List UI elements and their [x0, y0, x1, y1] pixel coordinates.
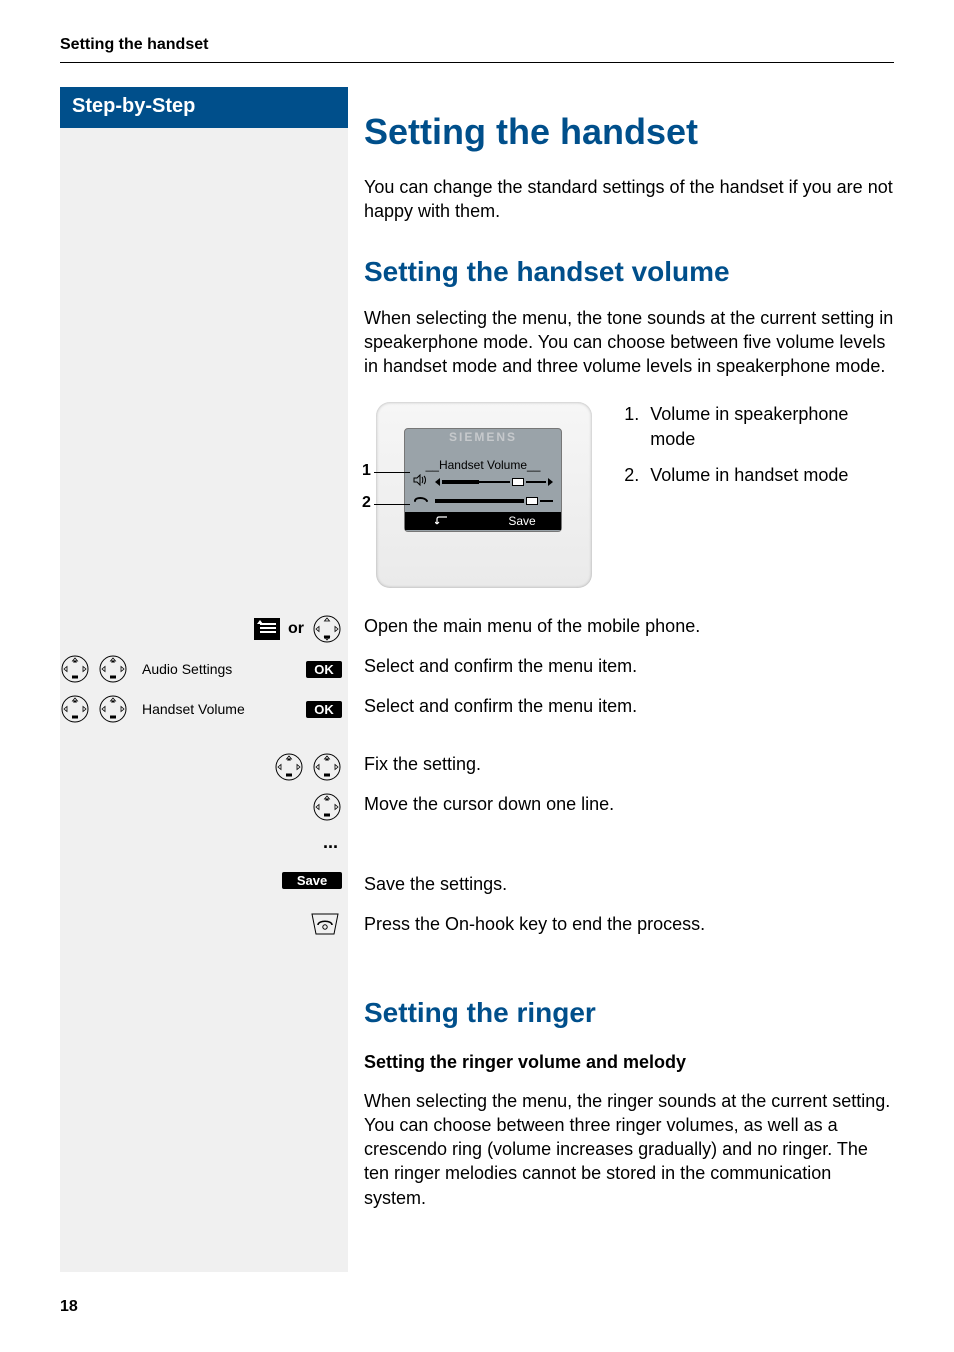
page-number: 18: [60, 1298, 78, 1316]
or-label: or: [288, 620, 304, 638]
audio-settings-label: Audio Settings: [136, 661, 298, 677]
step-save: Save the settings.: [348, 872, 894, 896]
ringer-subheading: Setting the ringer volume and melody: [364, 1050, 894, 1074]
sidebar-header: Step-by-Step: [60, 87, 348, 128]
screen-title: __Handset Volume__: [405, 458, 561, 472]
step-select-audio: Select and confirm the menu item.: [348, 654, 894, 678]
sidebar: Step-by-Step: [60, 87, 348, 588]
back-softkey: [405, 512, 483, 530]
nav-key-icon: [312, 614, 342, 644]
ringer-intro-text: When selecting the menu, the ringer soun…: [364, 1089, 894, 1210]
nav-key-icon: [60, 654, 90, 684]
nav-key-icon: [60, 694, 90, 724]
nav-key-icon: [312, 752, 342, 782]
page-title: Setting the handset: [364, 111, 894, 153]
step-cursor-down: Move the cursor down one line.: [348, 792, 894, 816]
onhook-key-icon: [308, 912, 342, 936]
callout-2: 2: [362, 494, 371, 512]
nav-key-icon: [312, 792, 342, 822]
ellipsis: ...: [323, 832, 342, 853]
save-pill: Save: [282, 872, 342, 889]
nav-key-icon: [98, 694, 128, 724]
save-softkey: Save: [483, 512, 561, 530]
handset-illustration: SIEMENS __Handset Volume__: [364, 402, 592, 588]
nav-key-icon: [274, 752, 304, 782]
softkey-bar: Save: [405, 512, 561, 530]
handset-screen: SIEMENS __Handset Volume__: [404, 428, 562, 532]
main-content: Setting the handset You can change the s…: [348, 87, 894, 588]
step-select-volume: Select and confirm the menu item.: [348, 694, 894, 718]
callout-1: 1: [362, 462, 371, 480]
section-volume-heading: Setting the handset volume: [364, 256, 894, 288]
speaker-icon: [413, 474, 429, 489]
section-ringer-heading: Setting the ringer: [364, 994, 894, 1032]
speaker-volume-row: [405, 472, 561, 491]
running-head: Setting the handset: [60, 36, 894, 63]
legend-item-1: Volume in speakerphone mode: [644, 402, 894, 451]
brand-label: SIEMENS: [405, 429, 561, 444]
step-fix-setting: Fix the setting.: [348, 752, 894, 776]
nav-key-icon: [98, 654, 128, 684]
handset-icon: [413, 493, 429, 508]
handset-volume-label: Handset Volume: [136, 701, 298, 717]
step-onhook: Press the On-hook key to end the process…: [348, 912, 894, 936]
ok-pill: OK: [306, 701, 342, 718]
figure-legend: Volume in speakerphone mode Volume in ha…: [624, 402, 894, 499]
ok-pill: OK: [306, 661, 342, 678]
step-open-menu: Open the main menu of the mobile phone.: [348, 614, 894, 638]
menu-icon: [254, 618, 280, 640]
volume-intro-text: When selecting the menu, the tone sounds…: [364, 306, 894, 379]
intro-text: You can change the standard settings of …: [364, 175, 894, 224]
handset-volume-row: [405, 491, 561, 510]
legend-item-2: Volume in handset mode: [644, 463, 894, 487]
